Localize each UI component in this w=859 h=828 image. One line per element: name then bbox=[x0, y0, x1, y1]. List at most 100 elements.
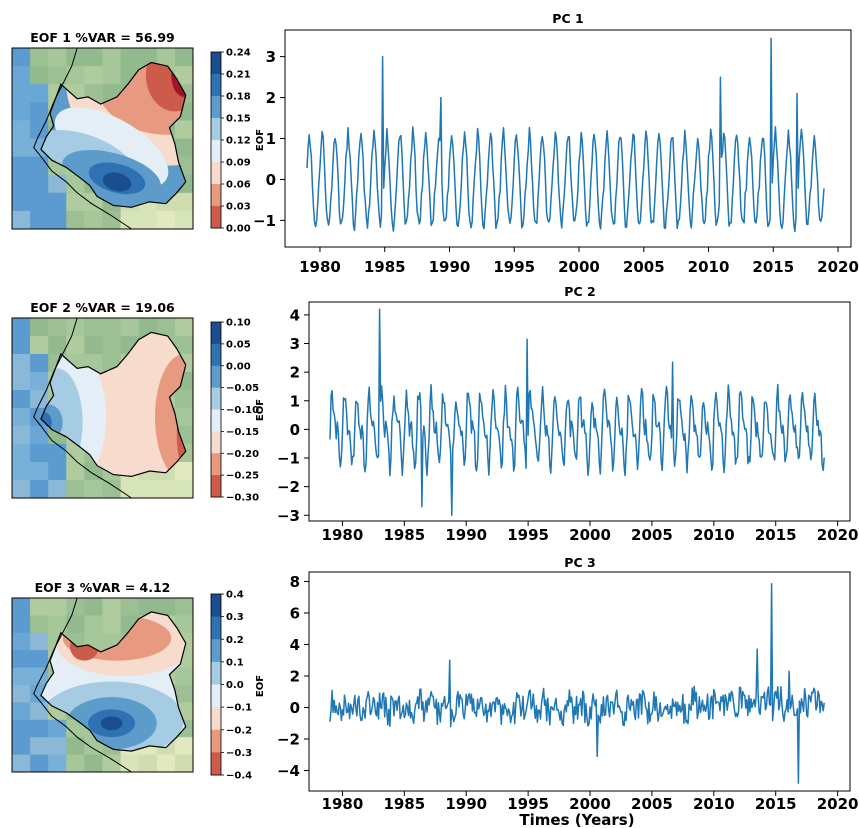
colorbar-label: EOF bbox=[255, 675, 266, 697]
y-tick-label: 8 bbox=[290, 573, 300, 591]
map-bg-cell bbox=[12, 84, 31, 103]
map-bg-cell bbox=[102, 598, 122, 616]
colorbar-tick-label: 0.2 bbox=[226, 635, 244, 646]
colorbar-tick-label: −0.1 bbox=[226, 703, 252, 714]
x-tick-label: 2020 bbox=[817, 258, 859, 276]
colorbar-tick-label: 0.06 bbox=[226, 180, 251, 191]
field-band bbox=[100, 716, 123, 731]
map-bg-cell bbox=[30, 615, 49, 634]
map-bg-cell bbox=[138, 48, 158, 67]
map-bg-cell bbox=[30, 210, 49, 230]
colorbar-tick-label: 0.4 bbox=[226, 590, 244, 601]
map-bg-cell bbox=[48, 66, 67, 85]
colorbar-tick-label: −0.3 bbox=[226, 748, 252, 759]
colorbar-segment bbox=[211, 707, 221, 731]
map-bg-cell bbox=[66, 48, 85, 67]
x-tick-label: 2000 bbox=[558, 258, 600, 276]
map-bg-cell bbox=[30, 102, 49, 121]
map-bg-cell bbox=[156, 48, 176, 67]
map-bg-cell bbox=[12, 719, 31, 738]
map-bg-cell bbox=[66, 192, 85, 212]
map-bg-cell bbox=[120, 598, 140, 616]
colorbar-tick-label: 0.15 bbox=[226, 114, 251, 125]
map-bg-cell bbox=[30, 372, 49, 391]
map-bg-cell bbox=[120, 210, 140, 230]
map-bg-cell bbox=[120, 754, 140, 773]
colorbar-tick-label: 0.0 bbox=[226, 680, 244, 691]
y-tick-label: 0 bbox=[266, 171, 276, 189]
x-axis-label: Times (Years) bbox=[519, 811, 634, 828]
colorbar-tick-label: 0.18 bbox=[226, 92, 251, 103]
x-tick-label: 1985 bbox=[364, 258, 406, 276]
basin-outline bbox=[40, 611, 187, 752]
x-tick-label: 2015 bbox=[755, 526, 797, 544]
colorbar-segment bbox=[211, 409, 221, 432]
map-bg-cell bbox=[30, 702, 49, 721]
map-bg-cell bbox=[84, 336, 103, 355]
map-bg-cell bbox=[66, 480, 85, 499]
pc-series-line bbox=[329, 308, 825, 517]
map-bg-cell bbox=[12, 48, 31, 67]
map-bg-cell bbox=[66, 210, 85, 230]
map-bg-cell bbox=[174, 48, 194, 67]
map-bg-cell bbox=[12, 444, 31, 463]
y-tick-label: 1 bbox=[290, 392, 300, 410]
x-tick-label: 1995 bbox=[507, 526, 549, 544]
map-bg-cell bbox=[138, 754, 158, 773]
colorbar-tick-label: 0.09 bbox=[226, 158, 251, 169]
map-bg-cell bbox=[138, 210, 158, 230]
map-bg-cell bbox=[30, 336, 49, 355]
map-bg-cell bbox=[30, 156, 49, 176]
y-tick-label: 0 bbox=[290, 421, 300, 439]
map-bg-cell bbox=[174, 318, 194, 337]
colorbar-tick-label: −0.10 bbox=[226, 405, 259, 416]
map-bg-cell bbox=[66, 754, 85, 773]
map-bg-cell bbox=[84, 66, 103, 85]
colorbar-tick-label: −0.05 bbox=[226, 383, 259, 394]
map-bg-cell bbox=[48, 174, 67, 194]
map-bg-cell bbox=[12, 754, 31, 773]
map-bg-cell bbox=[138, 480, 158, 499]
pc-axes-frame bbox=[308, 301, 851, 522]
y-tick-label: 3 bbox=[266, 48, 276, 66]
y-tick-label: −4 bbox=[277, 762, 300, 780]
y-tick-label: 4 bbox=[290, 636, 300, 654]
colorbar-tick-label: 0.00 bbox=[226, 224, 251, 235]
map-bg-cell bbox=[84, 210, 103, 230]
map-bg-cell bbox=[84, 480, 103, 499]
map-bg-cell bbox=[48, 192, 67, 212]
x-tick-label: 1980 bbox=[322, 526, 364, 544]
colorbar-tick-label: −0.30 bbox=[226, 493, 259, 504]
map-bg-cell bbox=[30, 462, 49, 481]
x-tick-label: 1980 bbox=[299, 258, 341, 276]
colorbar-tick-label: 0.05 bbox=[226, 339, 251, 350]
map-bg-cell bbox=[12, 210, 31, 230]
map-bg-cell bbox=[12, 615, 31, 634]
map-bg-cell bbox=[48, 615, 67, 634]
map-bg-cell bbox=[12, 156, 31, 176]
map-bg-cell bbox=[156, 318, 176, 337]
map-bg-cell bbox=[12, 372, 31, 391]
colorbar-segment bbox=[211, 475, 221, 498]
colorbar-tick-label: 0.12 bbox=[226, 136, 251, 147]
colorbar-segment bbox=[211, 752, 221, 776]
map-bg-cell bbox=[30, 426, 49, 445]
map-bg-cell bbox=[174, 210, 194, 230]
colorbar-segment bbox=[211, 96, 221, 119]
map-bg-cell bbox=[30, 480, 49, 499]
pc-title: PC 2 bbox=[564, 284, 595, 299]
colorbar-segment bbox=[211, 184, 221, 207]
map-bg-cell bbox=[30, 390, 49, 409]
colorbar-segment bbox=[211, 140, 221, 163]
x-tick-label: 1985 bbox=[383, 795, 425, 813]
colorbar-tick-label: −0.20 bbox=[226, 449, 259, 460]
map-bg-cell bbox=[174, 120, 194, 139]
map-bg-cell bbox=[30, 66, 49, 85]
map-bg-cell bbox=[30, 48, 49, 67]
map-bg-cell bbox=[66, 598, 85, 616]
map-bg-cell bbox=[48, 210, 67, 230]
colorbar-label: EOF bbox=[255, 129, 266, 151]
eof-map-3: EOF 2 %VAR = 19.06 0.10 0.05 0.00 −0.05 −0.10… bbox=[11, 300, 266, 504]
map-bg-cell bbox=[12, 598, 31, 616]
